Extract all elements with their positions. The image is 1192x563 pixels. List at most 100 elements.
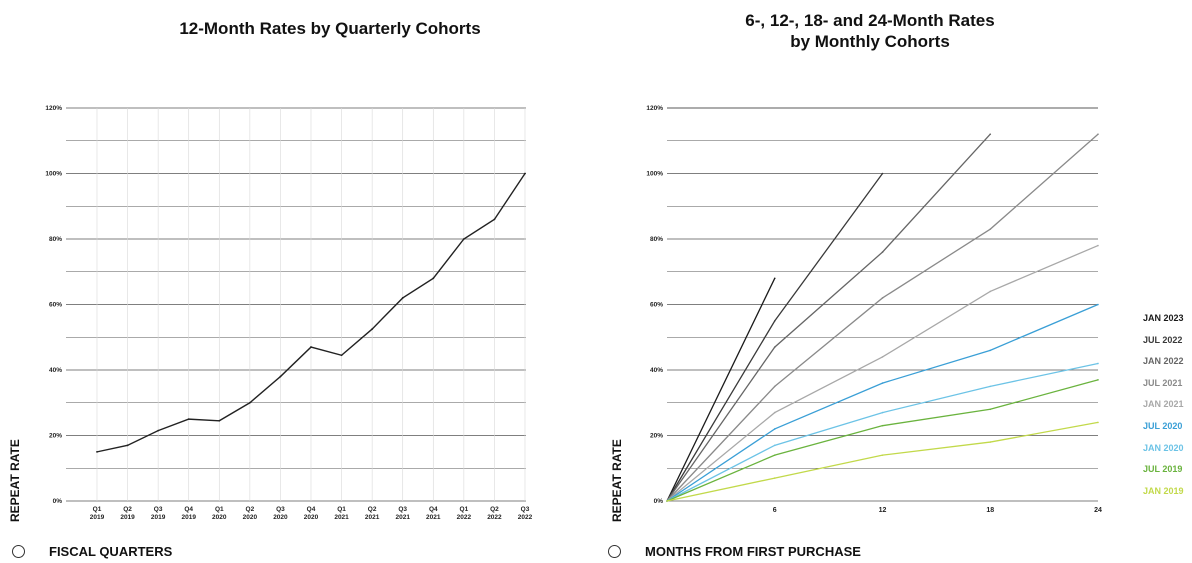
data-point [773,346,776,348]
series-line [666,133,1099,502]
chart-title-right-line1: 6-, 12-, 18- and 24-Month Rates [745,11,995,30]
y-axis-label-right: REPEAT RATE [610,439,624,522]
data-point [881,172,884,175]
data-point [989,290,992,293]
x-tick-year: 2019 [151,514,166,521]
legend-item: JUL 2020 [1143,420,1183,431]
x-tick-quarter: Q2 [490,506,499,513]
data-point [881,356,884,358]
series-line [666,379,1099,502]
y-axis-label-left: REPEAT RATE [8,439,22,522]
data-point [881,382,884,384]
data-point [773,454,776,456]
x-tick-year: 2021 [365,514,380,521]
y-tick-label: 100% [45,171,62,178]
quarterly-cohort-chart: 0%20%40%60%80%100%120%Q12019Q22019Q32019… [45,105,533,521]
data-point [524,172,526,175]
x-tick-year: 2020 [243,514,258,521]
x-tick-year: 2020 [304,514,319,521]
data-point [340,354,343,357]
x-tick-label: 12 [879,507,887,514]
x-tick-year: 2022 [457,514,472,521]
x-tick-quarter: Q3 [521,506,530,513]
y-tick-label: 60% [650,302,663,309]
data-point [773,444,776,447]
data-point [310,346,312,348]
data-point [989,349,992,352]
data-point [989,441,992,443]
x-tick-year: 2022 [518,514,533,521]
data-point [371,328,374,330]
legend-item: JUL 2022 [1143,334,1183,345]
x-tick-label: 6 [773,507,777,514]
chart-title-right: 6-, 12-, 18- and 24-Month Rates by Month… [610,10,1130,52]
data-point [157,429,160,432]
data-point [881,297,884,299]
data-point [401,297,404,299]
chart-title-right-line2: by Monthly Cohorts [790,32,950,51]
monthly-cohort-chart: 0% 20% 40% 60% 80% 100% 120% 6 12 18 24 [646,105,1102,514]
data-point [493,218,496,221]
data-point [432,277,435,280]
data-point [989,133,992,135]
x-tick-year: 2020 [273,514,288,521]
circle-icon [12,545,25,558]
y-tick-label: 60% [49,302,62,309]
y-tick-label: 20% [49,433,62,440]
data-point [773,428,776,430]
legend-item: JAN 2023 [1143,313,1184,323]
x-tick-year: 2019 [120,514,135,521]
data-point [881,424,884,427]
y-tick-label: 20% [650,433,663,440]
legend-item: JUL 2019 [1143,464,1183,475]
data-point [1097,133,1099,135]
y-tick-label: 100% [646,171,663,178]
x-tick-year: 2021 [426,514,441,521]
data-point [881,454,884,456]
x-tick-quarter: Q1 [337,506,346,513]
y-tick-label: 0% [53,498,63,505]
x-tick-quarter: Q1 [93,506,102,513]
y-tick-label: 40% [650,367,663,374]
circle-icon [608,545,621,558]
data-point [773,277,776,280]
data-point [773,477,776,479]
data-point [881,411,884,414]
data-point [989,228,992,230]
x-tick-year: 2020 [212,514,227,521]
x-tick-year: 2021 [395,514,410,521]
x-tick-quarter: Q2 [368,506,377,513]
data-point [666,500,668,502]
data-point [773,411,776,414]
x-tick-label: 24 [1094,507,1102,514]
x-tick-quarter: Q1 [460,506,469,513]
data-point [248,401,251,404]
y-tick-label: 80% [49,236,62,243]
data-point [462,238,465,240]
data-point [773,385,776,388]
data-point [1097,379,1099,381]
data-point [279,375,282,378]
series-line [666,244,1099,502]
x-tick-quarter: Q4 [307,506,316,513]
x-tick-label: 18 [986,507,994,514]
legend-item: JAN 2021 [1143,399,1184,410]
x-tick-year: 2022 [487,514,502,521]
data-point [881,251,884,253]
data-point [126,444,129,447]
legend: JAN 2023 JUL 2022 JAN 2022 JUL 2021 JAN 2021… [1143,312,1184,506]
x-tick-quarter: Q2 [246,506,255,513]
data-point [218,419,221,422]
y-tick-label: 40% [49,367,62,374]
series-line [666,133,991,502]
x-tick-year: 2021 [334,514,349,521]
x-tick-quarter: Q3 [276,506,285,513]
data-point [1097,244,1099,247]
x-tick-quarter: Q4 [429,506,438,513]
legend-item: JAN 2022 [1143,356,1184,367]
data-point [989,385,992,388]
x-tick-quarter: Q3 [154,506,163,513]
x-axis-label-left: FISCAL QUARTERS [49,544,173,559]
x-tick-quarter: Q2 [123,506,132,513]
data-point [1097,421,1099,424]
